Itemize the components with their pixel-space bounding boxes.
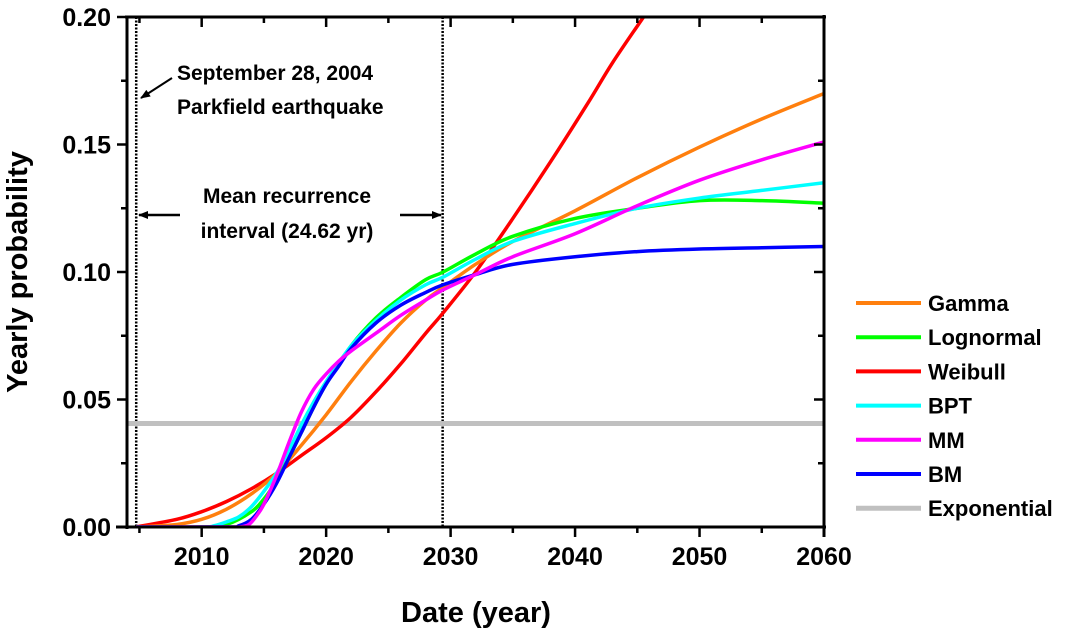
earthquake-annotation: September 28, 2004 Parkfield earthquake [140,62,384,119]
legend-label: Lognormal [928,325,1042,350]
legend-item-weibull: Weibull [856,359,1006,384]
event-lines [134,17,444,527]
x-axis-title: Date (year) [401,597,551,629]
series-line-bm [136,244,824,527]
recurrence-annotation-line1: Mean recurrence [203,185,371,208]
legend-label: Weibull [928,359,1006,384]
legend-label: Gamma [928,291,1009,316]
legend-item-mm: MM [856,428,965,453]
x-tick-label: 2030 [423,543,479,571]
legend-item-lognormal: Lognormal [856,325,1042,350]
x-tick-label: 2040 [547,543,603,571]
legend-item-bm: BM [856,462,962,487]
series-line-gamma [136,91,824,527]
legend-item-gamma: Gamma [856,291,1009,316]
y-tick-label: 0.05 [62,387,111,415]
earthquake-annotation-line2: Parkfield earthquake [177,96,384,119]
earthquake-annotation-line1: September 28, 2004 [177,62,373,85]
legend-label: MM [928,428,965,453]
legend-item-exponential: Exponential [856,496,1053,521]
x-tick-label: 2010 [174,543,230,571]
y-tick-label: 0.00 [62,514,111,542]
recurrence-annotation: Mean recurrence interval (24.62 yr) [138,185,442,243]
earthquake-arrow [140,77,173,99]
y-tick-label: 0.15 [62,132,111,160]
series-line-mm [136,140,824,527]
legend-label: BM [928,462,962,487]
legend: Gamma Lognormal Weibull BPT MM BM Exponential [856,291,1053,521]
legend-label: Exponential [928,496,1053,521]
x-tick-label: 2050 [672,543,728,571]
legend-label: BPT [928,394,973,419]
legend-item-bpt: BPT [856,394,973,419]
axis-ticks [117,15,826,537]
y-tick-label: 0.20 [62,4,111,32]
x-tick-label: 2060 [796,543,852,571]
y-axis-title: Yearly probability [2,151,34,393]
recurrence-annotation-line2: interval (24.62 yr) [201,220,374,243]
series-layer [127,17,824,527]
y-tick-label: 0.10 [62,259,111,287]
tick-labels: 2010 2020 2030 2040 2050 2060 0.00 0.05 0.10 0.15… [62,4,851,571]
x-tick-label: 2020 [298,543,354,571]
series-line-weibull [135,17,645,527]
